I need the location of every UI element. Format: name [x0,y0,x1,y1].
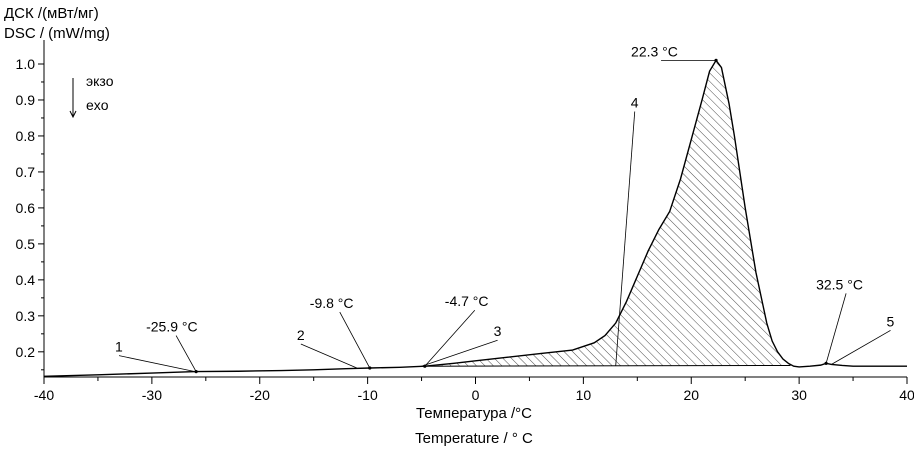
exo-arrow-icon [69,78,77,119]
numbered-marker: 2 [297,327,305,343]
marker-leader [615,111,636,366]
temperature-annotation: 22.3 °C [631,43,678,59]
x-tick-label: -30 [142,387,162,403]
x-axis-title-ru: Температура /°C [416,405,532,422]
y-axis-title-ru: ДСК /(мВт/мг) [4,5,99,22]
marker-leader [421,339,498,367]
annotation-leader [339,311,371,369]
numbered-marker: 3 [494,323,502,339]
annotation-point [824,361,828,365]
x-tick-label: -10 [358,387,378,403]
x-tick-label: -40 [34,387,54,403]
temperature-annotation: -9.8 °C [310,295,354,311]
y-tick-label: 0.2 [16,344,36,360]
annotation-point [714,58,718,62]
numbered-marker: 4 [631,94,639,110]
x-tick-label: 20 [683,387,699,403]
y-tick-label: 0.6 [16,200,36,216]
x-tick-label: 30 [791,387,807,403]
dsc-curve [43,59,907,377]
marker-leader [831,330,891,365]
exo-label-ru: экзо [86,73,114,89]
annotation-leader [175,335,197,372]
numbered-marker: 1 [115,339,123,355]
temperature-annotation: -4.7 °C [445,293,489,309]
y-tick-label: 0.9 [16,92,36,108]
y-tick-label: 0.7 [16,164,36,180]
numbered-marker: 5 [886,313,894,329]
x-tick-label: 0 [472,387,480,403]
integrated-peak-area [424,62,791,367]
y-tick-label: 0.8 [16,128,36,144]
x-axis-title-en: Temperature / ° C [415,430,533,447]
marker-leader [118,355,196,372]
temperature-annotation: -25.9 °C [146,319,198,335]
y-tick-label: 1.0 [16,56,36,72]
annotation-point [368,366,372,370]
x-tick-label: 10 [576,387,592,403]
y-axis-title-en: DSC / (mW/mg) [4,25,110,42]
x-tick-label: -20 [250,387,270,403]
temperature-annotation: 32.5 °C [816,276,863,292]
annotation-leader [825,293,847,364]
exo-label-en: exo [86,97,109,113]
annotation-leader [424,309,476,367]
marker-leader [300,343,357,369]
y-tick-label: 0.3 [16,308,36,324]
y-tick-label: 0.5 [16,236,36,252]
annotation-point [194,370,198,374]
peak-baseline [424,364,791,367]
x-tick-label: 40 [899,387,914,403]
y-tick-label: 0.4 [16,272,36,288]
